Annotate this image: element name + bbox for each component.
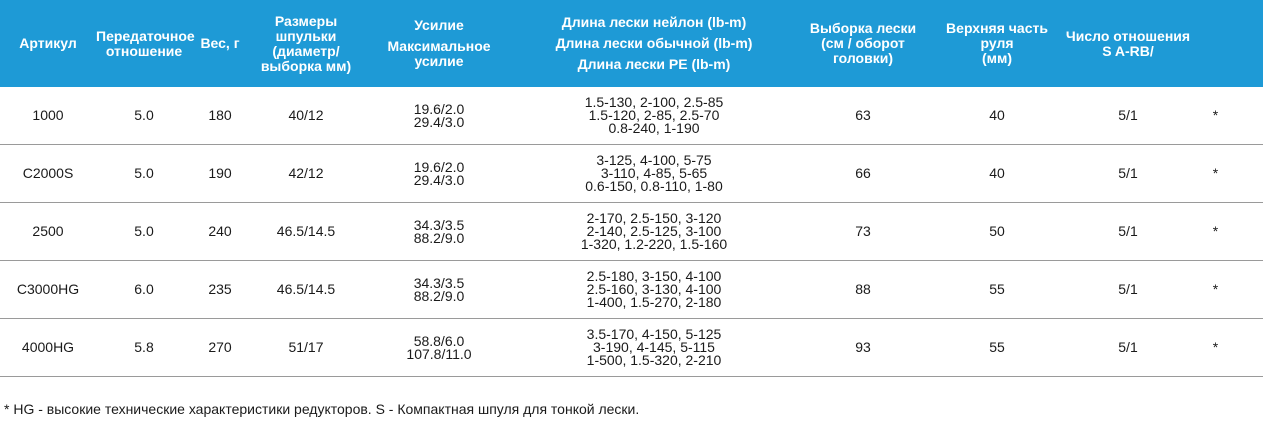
header-line-capacity: Длина лески нейлон (lb-m) Длина лески об…	[514, 0, 794, 87]
cell-line-capacity: 2-170, 2.5-150, 3-120 2-140, 2.5-125, 3-1…	[514, 202, 794, 261]
cell-drag-line: 29.4/3.0	[413, 113, 465, 130]
cell-ratio: 5/1	[1062, 318, 1194, 377]
cell-handle: 50	[932, 202, 1062, 261]
cell-line-capacity-line: 3-125, 4-100, 5-75	[596, 152, 712, 168]
cell-drag: 19.6/2.0 29.4/3.0	[364, 144, 514, 203]
cell-line-capacity: 1.5-130, 2-100, 2.5-85 1.5-120, 2-85, 2.5…	[514, 87, 794, 145]
cell-drag-line: 34.3/3.5	[413, 274, 465, 291]
cell-line-capacity: 2.5-180, 3-150, 4-100 2.5-160, 3-130, 4-1…	[514, 260, 794, 319]
header-weight: Вес, г	[192, 0, 248, 87]
cell-weight: 235	[192, 260, 248, 319]
cell-article: 4000HG	[0, 318, 96, 377]
cell-mark: *	[1194, 87, 1263, 145]
cell-line-capacity-line: 1.5-120, 2-85, 2.5-70	[588, 107, 720, 123]
table-row: C3000HG 6.0 235 46.5/14.5 34.3/3.5 88.2/9.0 2.…	[0, 260, 1263, 319]
cell-drag: 34.3/3.5 88.2/9.0	[364, 202, 514, 261]
header-handle: Верхняя часть руля (мм)	[932, 0, 1062, 87]
header-mark	[1194, 0, 1263, 87]
cell-gear-ratio: 5.0	[96, 202, 192, 261]
cell-mark: *	[1194, 318, 1263, 377]
header-retrieve: Выборка лески (см / оборот головки)	[794, 0, 932, 87]
cell-line-capacity-line: 2-170, 2.5-150, 3-120	[586, 210, 722, 226]
cell-weight: 270	[192, 318, 248, 377]
cell-handle: 40	[932, 87, 1062, 145]
cell-spool: 42/12	[248, 144, 364, 203]
cell-line-capacity: 3.5-170, 4-150, 5-125 3-190, 4-145, 5-115…	[514, 318, 794, 377]
cell-article: 1000	[0, 87, 96, 145]
cell-line-capacity: 3-125, 4-100, 5-75 3-110, 4-85, 5-65 0.6-1…	[514, 144, 794, 203]
cell-spool: 51/17	[248, 318, 364, 377]
cell-retrieve: 88	[794, 260, 932, 319]
cell-gear-ratio: 5.0	[96, 144, 192, 203]
cell-line-capacity-line: 3-190, 4-145, 5-115	[593, 339, 715, 355]
footnote: * HG - высокие технические характеристик…	[4, 401, 640, 417]
cell-drag: 34.3/3.5 88.2/9.0	[364, 260, 514, 319]
header-gear-ratio: Передаточное отношение	[96, 0, 195, 87]
cell-line-capacity-line: 1-500, 1.5-320, 2-210	[586, 352, 722, 368]
cell-ratio: 5/1	[1062, 144, 1194, 203]
cell-ratio: 5/1	[1062, 87, 1194, 145]
cell-drag-line: 88.2/9.0	[413, 287, 465, 304]
cell-drag-line: 58.8/6.0	[413, 332, 465, 349]
header-ratio-count: Число отношения S A-RB/	[1062, 0, 1194, 87]
table-row: 1000 5.0 180 40/12 19.6/2.0 29.4/3.0 1.5-130, …	[0, 87, 1263, 145]
cell-retrieve: 93	[794, 318, 932, 377]
cell-handle: 40	[932, 144, 1062, 203]
cell-line-capacity-line: 0.6-150, 0.8-110, 1-80	[585, 178, 723, 194]
cell-line-capacity-line: 0.8-240, 1-190	[608, 120, 700, 136]
cell-weight: 180	[192, 87, 248, 145]
cell-gear-ratio: 6.0	[96, 260, 192, 319]
cell-retrieve: 66	[794, 144, 932, 203]
cell-line-capacity-line: 3.5-170, 4-150, 5-125	[586, 326, 722, 342]
cell-drag-line: 19.6/2.0	[413, 158, 465, 175]
cell-drag-line: 107.8/11.0	[406, 345, 472, 362]
cell-line-capacity-line: 2.5-160, 3-130, 4-100	[586, 281, 722, 297]
cell-drag-line: 19.6/2.0	[413, 100, 465, 117]
cell-article: C2000S	[0, 144, 96, 203]
cell-retrieve: 73	[794, 202, 932, 261]
table-row: 2500 5.0 240 46.5/14.5 34.3/3.5 88.2/9.0 2-170…	[0, 202, 1263, 261]
cell-gear-ratio: 5.0	[96, 87, 192, 145]
header-drag: Усилие Максимальное усилие	[364, 0, 514, 87]
header-article: Артикул	[0, 0, 96, 87]
cell-line-capacity-line: 1-400, 1.5-270, 2-180	[586, 294, 722, 310]
cell-handle: 55	[932, 260, 1062, 319]
cell-drag-line: 34.3/3.5	[413, 216, 465, 233]
cell-weight: 240	[192, 202, 248, 261]
cell-ratio: 5/1	[1062, 202, 1194, 261]
cell-mark: *	[1194, 144, 1263, 203]
table-row: C2000S 5.0 190 42/12 19.6/2.0 29.4/3.0 3-125, …	[0, 144, 1263, 203]
spec-table: Артикул Передаточное отношение Вес, г Ра…	[0, 0, 1263, 377]
cell-line-capacity-line: 1-320, 1.2-220, 1.5-160	[580, 236, 728, 252]
cell-weight: 190	[192, 144, 248, 203]
table-row: 4000HG 5.8 270 51/17 58.8/6.0 107.8/11.0 3.5-1…	[0, 318, 1263, 377]
header-spool: Размеры шпульки (диаметр/ выборка мм)	[248, 0, 364, 87]
cell-line-capacity-line: 2.5-180, 3-150, 4-100	[586, 268, 722, 284]
cell-line-capacity-line: 1.5-130, 2-100, 2.5-85	[584, 94, 724, 110]
cell-drag-line: 88.2/9.0	[413, 229, 465, 246]
cell-drag-line: 29.4/3.0	[413, 171, 465, 188]
cell-spool: 46.5/14.5	[248, 202, 364, 261]
cell-drag: 58.8/6.0 107.8/11.0	[364, 318, 514, 377]
cell-article: C3000HG	[0, 260, 96, 319]
cell-drag: 19.6/2.0 29.4/3.0	[364, 87, 514, 145]
cell-spool: 40/12	[248, 87, 364, 145]
table-body: 1000 5.0 180 40/12 19.6/2.0 29.4/3.0 1.5-130, …	[0, 87, 1263, 377]
cell-line-capacity-line: 2-140, 2.5-125, 3-100	[586, 223, 722, 239]
cell-retrieve: 63	[794, 87, 932, 145]
table-header: Артикул Передаточное отношение Вес, г Ра…	[0, 0, 1263, 87]
cell-line-capacity-line: 3-110, 4-85, 5-65	[600, 165, 708, 181]
cell-article: 2500	[0, 202, 96, 261]
cell-ratio: 5/1	[1062, 260, 1194, 319]
cell-spool: 46.5/14.5	[248, 260, 364, 319]
cell-mark: *	[1194, 202, 1263, 261]
cell-mark: *	[1194, 260, 1263, 319]
cell-handle: 55	[932, 318, 1062, 377]
cell-gear-ratio: 5.8	[96, 318, 192, 377]
